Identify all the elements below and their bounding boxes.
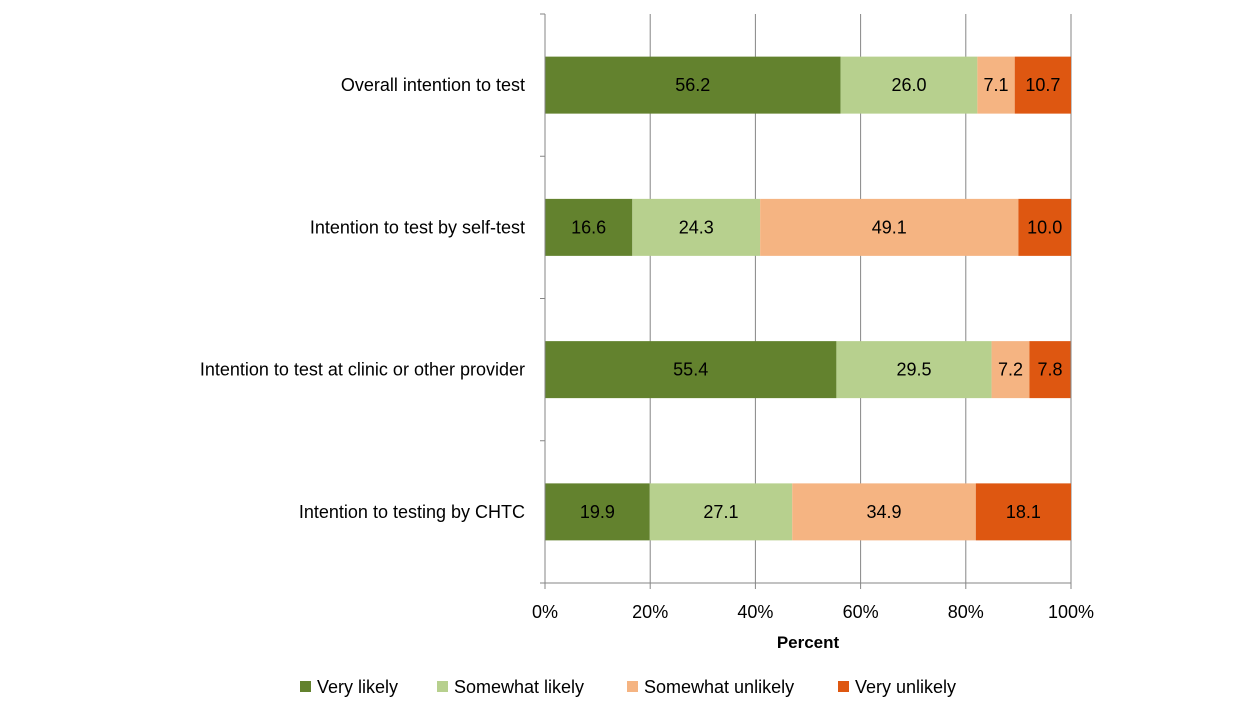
legend-label: Very likely bbox=[317, 677, 398, 697]
bar-segment bbox=[545, 56, 841, 114]
bar-segment bbox=[977, 56, 1015, 114]
x-tick-label: 0% bbox=[532, 602, 558, 622]
axes bbox=[540, 13, 1072, 589]
data-label: 16.6 bbox=[571, 217, 606, 237]
x-tick-label: 100% bbox=[1048, 602, 1094, 622]
bar-segment bbox=[975, 483, 1071, 541]
bar-segment bbox=[760, 198, 1019, 256]
bar-segment bbox=[545, 483, 650, 541]
data-label: 49.1 bbox=[872, 217, 907, 237]
data-label: 29.5 bbox=[896, 360, 931, 380]
legend-label: Somewhat unlikely bbox=[644, 677, 794, 697]
legend-swatch bbox=[627, 681, 638, 692]
bar-segment bbox=[1018, 198, 1071, 256]
data-label: 27.1 bbox=[703, 502, 738, 522]
bar-segment bbox=[545, 198, 633, 256]
x-tick-label: 20% bbox=[632, 602, 668, 622]
x-tick-labels: 0% 20% 40% 60% 80% 100% bbox=[532, 602, 1094, 622]
data-label: 7.8 bbox=[1037, 360, 1062, 380]
category-label: Intention to test by self-test bbox=[310, 217, 525, 237]
data-label: 56.2 bbox=[675, 75, 710, 95]
bar-segment bbox=[840, 56, 978, 114]
data-label: 55.4 bbox=[673, 360, 708, 380]
data-label: 24.3 bbox=[679, 217, 714, 237]
x-axis-label: Percent bbox=[777, 633, 840, 652]
bar-segment bbox=[836, 341, 992, 399]
bar-segment bbox=[1029, 341, 1071, 399]
legend-label: Somewhat likely bbox=[454, 677, 584, 697]
x-tick-label: 80% bbox=[948, 602, 984, 622]
x-tick-label: 40% bbox=[737, 602, 773, 622]
data-label: 10.7 bbox=[1025, 75, 1060, 95]
data-label: 34.9 bbox=[866, 502, 901, 522]
bar-segment bbox=[991, 341, 1030, 399]
category-labels: Overall intention to test Intention to te… bbox=[200, 75, 525, 522]
category-label: Intention to testing by CHTC bbox=[299, 502, 525, 522]
data-label: 10.0 bbox=[1027, 217, 1062, 237]
legend: Very likely Somewhat likely Somewhat unlik… bbox=[300, 677, 956, 697]
x-tick-label: 60% bbox=[843, 602, 879, 622]
bar-segment bbox=[632, 198, 761, 256]
legend-swatch bbox=[437, 681, 448, 692]
bar-segment bbox=[792, 483, 976, 541]
legend-swatch bbox=[838, 681, 849, 692]
category-label: Overall intention to test bbox=[341, 75, 525, 95]
bar-segment bbox=[649, 483, 793, 541]
legend-label: Very unlikely bbox=[855, 677, 956, 697]
data-label: 7.1 bbox=[984, 75, 1009, 95]
data-label: 26.0 bbox=[891, 75, 926, 95]
legend-swatch bbox=[300, 681, 311, 692]
data-label: 19.9 bbox=[580, 502, 615, 522]
data-label: 18.1 bbox=[1006, 502, 1041, 522]
bar-segment bbox=[1014, 56, 1071, 114]
bar-segment bbox=[545, 341, 837, 399]
data-label: 7.2 bbox=[998, 360, 1023, 380]
category-label: Intention to test at clinic or other pro… bbox=[200, 360, 525, 380]
bars: 56.2 26.0 7.1 10.7 16.6 24.3 49.1 10.0 55.4 29.5 7… bbox=[545, 56, 1071, 541]
